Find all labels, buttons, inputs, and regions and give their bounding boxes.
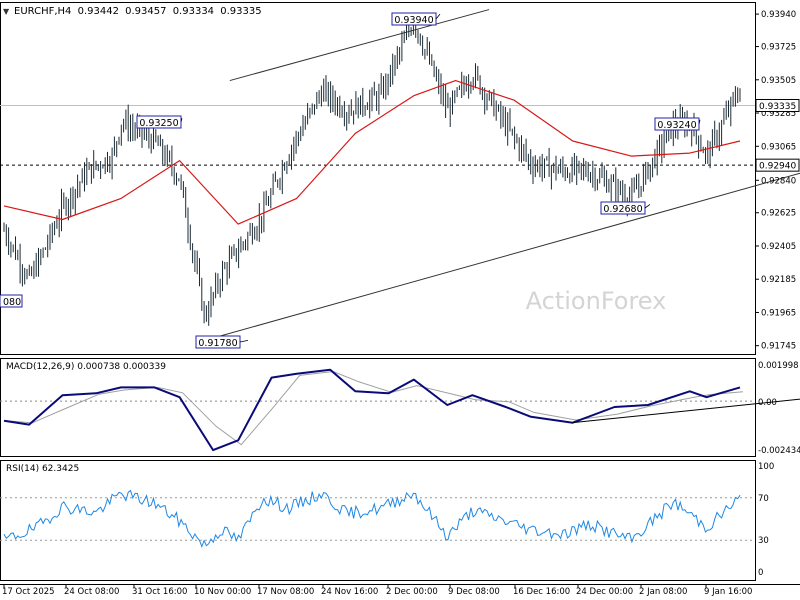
- macd-tick-label: -0.002434: [758, 446, 800, 456]
- macd-header: MACD(12,26,9) 0.000738 0.000339: [6, 362, 166, 372]
- price-tick-label: 0.93285: [761, 109, 796, 119]
- level-marker: 0.92940: [755, 158, 800, 172]
- time-tick-label: 31 Oct 16:00: [132, 587, 187, 597]
- callout-label: 0.93940: [394, 15, 433, 26]
- price-tick-label: 0.93940: [761, 10, 796, 20]
- time-tick-label: 9 Jan 16:00: [704, 587, 752, 597]
- channel-upper-trendline: [229, 9, 490, 82]
- callout-label: 0.93240: [657, 120, 696, 131]
- level-line-label: 0.92940: [759, 162, 796, 172]
- price-tick-label: 0.92840: [761, 176, 796, 186]
- swing-callout: 0.93240: [654, 117, 701, 131]
- rsi-tick-label: 30: [758, 536, 769, 546]
- time-tick-label: 24 Dec 00:00: [576, 587, 633, 597]
- level-marker-box: [755, 158, 800, 172]
- moving-average-line: [3, 79, 741, 225]
- time-tick-label: 9 Dec 08:00: [448, 587, 500, 597]
- time-tick-label: 17 Nov 08:00: [257, 587, 314, 597]
- callout-label: 0.92680: [603, 204, 642, 215]
- callout-connector: [698, 119, 701, 125]
- price-tick-label: 0.92625: [761, 209, 796, 219]
- time-tick-label: 24 Nov 16:00: [321, 587, 378, 597]
- axis-labels: 0.93940 0.93725 0.93505 0.93285 0.93065 0.928…: [2, 10, 800, 597]
- left-clipped-callout: 080: [0, 294, 23, 308]
- macd-panel-border: [0, 358, 756, 457]
- price-panel-border: [0, 2, 756, 355]
- price-tick-label: 0.93725: [761, 43, 796, 53]
- price-header: EURCHF,H4 0.93442 0.93457 0.93334 0.9333…: [14, 6, 262, 17]
- time-tick-label: 10 Nov 00:00: [194, 587, 251, 597]
- panel-frames: [0, 2, 800, 585]
- callout-connector: [644, 204, 651, 209]
- watermark-layer: ActionForex: [526, 287, 667, 315]
- callout-connector: [180, 118, 183, 123]
- current-price-marker: 0.93335: [755, 98, 800, 112]
- price-plot: 0.93940 0.93250 0.93240 0.92680 0.91780 080: [0, 9, 800, 349]
- panel-headers: ▼ EURCHF,H4 0.93442 0.93457 0.93334 0.93…: [3, 6, 262, 474]
- watermark: ActionForex: [526, 287, 667, 315]
- rsi-header: RSI(14) 62.3425: [6, 464, 79, 474]
- callout-connector: [435, 13, 441, 20]
- rsi-panel-border: [0, 460, 756, 581]
- time-tick-label: 16 Dec 16:00: [513, 587, 570, 597]
- callout-label: 0.91780: [198, 338, 237, 349]
- price-tick-label: 0.91965: [761, 308, 796, 318]
- swing-callout: 0.93250: [136, 115, 183, 129]
- callout-connector: [239, 340, 249, 343]
- price-tick-label: 0.92185: [761, 275, 796, 285]
- swing-callout: 0.92680: [600, 201, 651, 215]
- price-marker-box: [755, 98, 800, 112]
- candles: [3, 18, 741, 326]
- rsi-tick-label: 100: [758, 462, 774, 472]
- time-tick-label: 2 Jan 08:00: [639, 587, 687, 597]
- time-tick-label: 24 Oct 08:00: [64, 587, 119, 597]
- price-tick-label: 0.91745: [761, 342, 796, 352]
- callout-label: 0.93250: [139, 118, 178, 129]
- rsi-line: [3, 489, 741, 548]
- dropdown-triangle-icon[interactable]: ▼: [3, 7, 10, 16]
- swing-callout: 0.93940: [391, 12, 441, 26]
- rsi-tick-label: 70: [758, 494, 769, 504]
- swing-callout: 0.91780: [195, 335, 249, 349]
- macd-tick-label: 0.00: [758, 398, 777, 408]
- rsi-plot: [0, 489, 755, 548]
- time-tick-label: 2 Dec 00:00: [386, 587, 438, 597]
- current-price-label: 0.93335: [759, 102, 796, 112]
- macd-line: [3, 368, 741, 452]
- callout-label: 080: [3, 297, 21, 308]
- macd-trendline: [572, 398, 800, 424]
- price-tick-label: 0.92405: [761, 242, 796, 252]
- rsi-tick-label: 0: [758, 568, 763, 578]
- macd-plot: [0, 368, 800, 452]
- macd-signal-line: [6, 370, 744, 446]
- price-tick-label: 0.93065: [761, 142, 796, 152]
- macd-tick-label: 0.001998: [758, 361, 799, 371]
- price-tick-label: 0.93505: [761, 76, 796, 86]
- channel-lower-trendline: [204, 172, 800, 341]
- time-tick-label: 17 Oct 2025: [2, 587, 55, 597]
- callout-box: [0, 294, 23, 308]
